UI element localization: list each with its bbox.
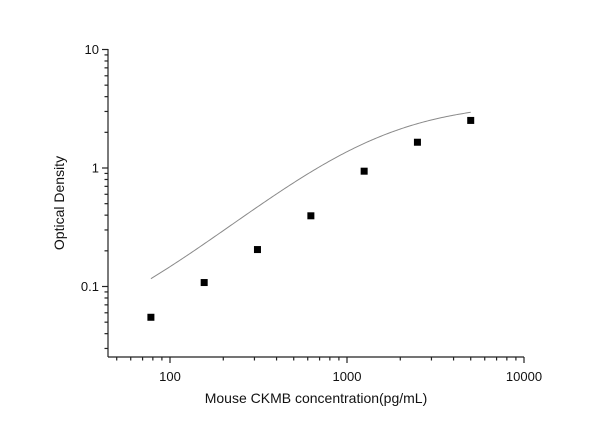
tick-labels: 100 1000 10000 0.1 1 10 xyxy=(81,42,542,384)
data-point-marker xyxy=(147,313,155,321)
data-point-marker xyxy=(360,167,368,175)
y-tick-label: 0.1 xyxy=(81,279,99,294)
data-point-marker xyxy=(307,212,315,220)
fit-curve xyxy=(150,111,471,280)
data-points xyxy=(147,116,475,321)
x-tick-label: 100 xyxy=(159,369,181,384)
axes xyxy=(102,48,525,363)
data-point-marker xyxy=(253,246,261,254)
data-point-marker xyxy=(413,138,421,146)
y-tick-label: 1 xyxy=(92,161,99,176)
x-tick-label: 1000 xyxy=(333,369,362,384)
data-point-marker xyxy=(200,279,208,287)
x-tick-label: 10000 xyxy=(506,369,542,384)
data-point-marker xyxy=(467,116,475,124)
y-tick-label: 10 xyxy=(85,42,99,57)
y-axis-title: Optical Density xyxy=(51,156,67,250)
x-axis-title: Mouse CKMB concentration(pg/mL) xyxy=(205,390,428,406)
